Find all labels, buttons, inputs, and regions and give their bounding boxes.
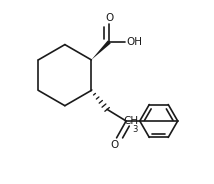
Text: OH: OH — [126, 37, 142, 47]
Text: O: O — [105, 13, 113, 23]
Text: CH: CH — [123, 116, 138, 126]
Text: O: O — [110, 140, 119, 150]
Text: 3: 3 — [133, 125, 138, 134]
Polygon shape — [91, 40, 111, 60]
